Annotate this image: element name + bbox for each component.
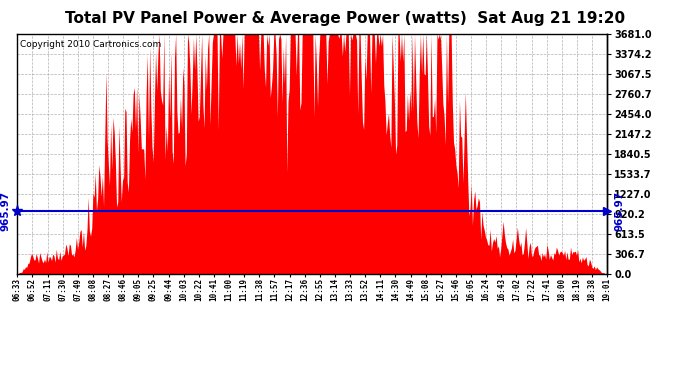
Text: 965.97: 965.97 [0,191,10,231]
Text: Copyright 2010 Cartronics.com: Copyright 2010 Cartronics.com [20,40,161,49]
Text: 965.97: 965.97 [614,191,624,231]
Text: Total PV Panel Power & Average Power (watts)  Sat Aug 21 19:20: Total PV Panel Power & Average Power (wa… [65,11,625,26]
